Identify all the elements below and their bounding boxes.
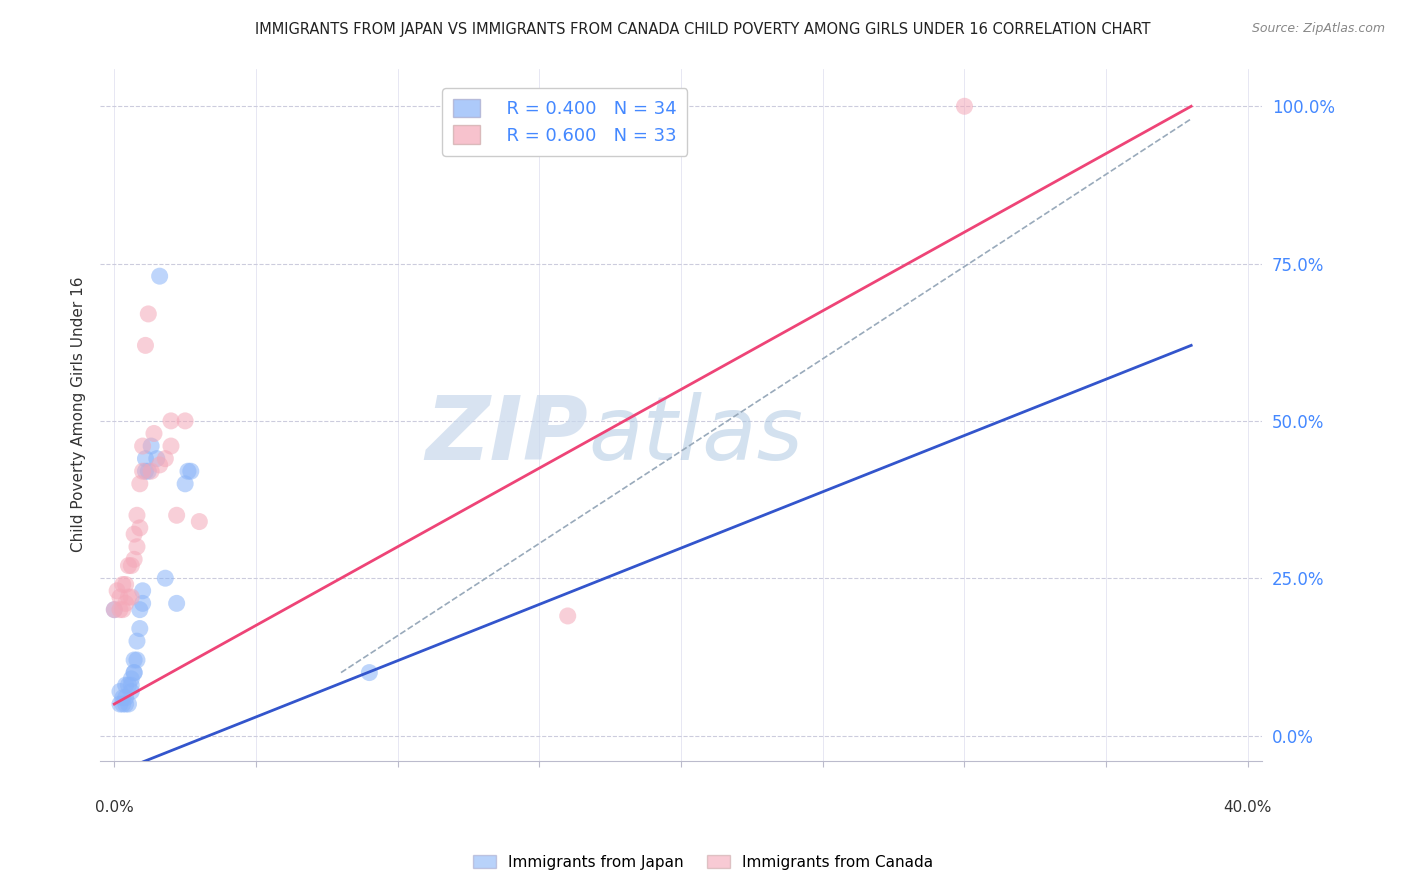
Point [111, 690, 134, 705]
Point [120, 678, 142, 692]
Point [155, 451, 177, 466]
Point [177, 464, 200, 478]
Text: 0.0%: 0.0% [96, 799, 134, 814]
Point [174, 476, 197, 491]
Point [103, 602, 125, 616]
Text: Source: ZipAtlas.com: Source: ZipAtlas.com [1251, 22, 1385, 36]
Point [120, 672, 142, 686]
Point [131, 583, 153, 598]
Point [117, 678, 139, 692]
Point [120, 684, 142, 698]
Point [122, 552, 145, 566]
Point [117, 590, 139, 604]
Text: ZIP: ZIP [426, 392, 588, 479]
Point [160, 439, 183, 453]
Point [139, 439, 162, 453]
Point [114, 577, 136, 591]
Point [117, 558, 139, 573]
Point [120, 590, 142, 604]
Point [125, 508, 148, 523]
Point [114, 697, 136, 711]
Point [103, 602, 125, 616]
Point [122, 527, 145, 541]
Point [125, 540, 148, 554]
Point [114, 678, 136, 692]
Point [128, 521, 150, 535]
Point [134, 451, 156, 466]
Y-axis label: Child Poverty Among Girls Under 16: Child Poverty Among Girls Under 16 [72, 277, 86, 552]
Point [134, 464, 156, 478]
Point [125, 634, 148, 648]
Point [149, 458, 172, 472]
Point [149, 269, 172, 284]
Point [557, 609, 579, 624]
Point [131, 439, 153, 453]
Point [111, 577, 134, 591]
Point [174, 414, 197, 428]
Point [139, 464, 162, 478]
Point [122, 665, 145, 680]
Legend:   R = 0.400   N = 34,   R = 0.600   N = 33: R = 0.400 N = 34, R = 0.600 N = 33 [443, 88, 688, 155]
Point [131, 464, 153, 478]
Point [128, 622, 150, 636]
Point [125, 653, 148, 667]
Point [122, 665, 145, 680]
Point [111, 697, 134, 711]
Point [108, 602, 131, 616]
Point [108, 684, 131, 698]
Point [117, 697, 139, 711]
Point [120, 558, 142, 573]
Text: IMMIGRANTS FROM JAPAN VS IMMIGRANTS FROM CANADA CHILD POVERTY AMONG GIRLS UNDER : IMMIGRANTS FROM JAPAN VS IMMIGRANTS FROM… [256, 22, 1150, 37]
Legend: Immigrants from Japan, Immigrants from Canada: Immigrants from Japan, Immigrants from C… [465, 847, 941, 877]
Point [160, 414, 183, 428]
Point [128, 476, 150, 491]
Point [122, 653, 145, 667]
Point [953, 99, 976, 113]
Point [155, 571, 177, 585]
Point [108, 590, 131, 604]
Point [180, 464, 202, 478]
Point [111, 602, 134, 616]
Point [188, 515, 211, 529]
Point [114, 690, 136, 705]
Point [166, 508, 188, 523]
Point [166, 596, 188, 610]
Point [146, 451, 169, 466]
Text: 40.0%: 40.0% [1223, 799, 1272, 814]
Point [143, 426, 166, 441]
Point [105, 583, 128, 598]
Point [136, 307, 159, 321]
Text: atlas: atlas [588, 392, 803, 478]
Point [114, 596, 136, 610]
Point [108, 697, 131, 711]
Point [134, 338, 156, 352]
Point [136, 464, 159, 478]
Point [359, 665, 381, 680]
Point [131, 596, 153, 610]
Point [128, 602, 150, 616]
